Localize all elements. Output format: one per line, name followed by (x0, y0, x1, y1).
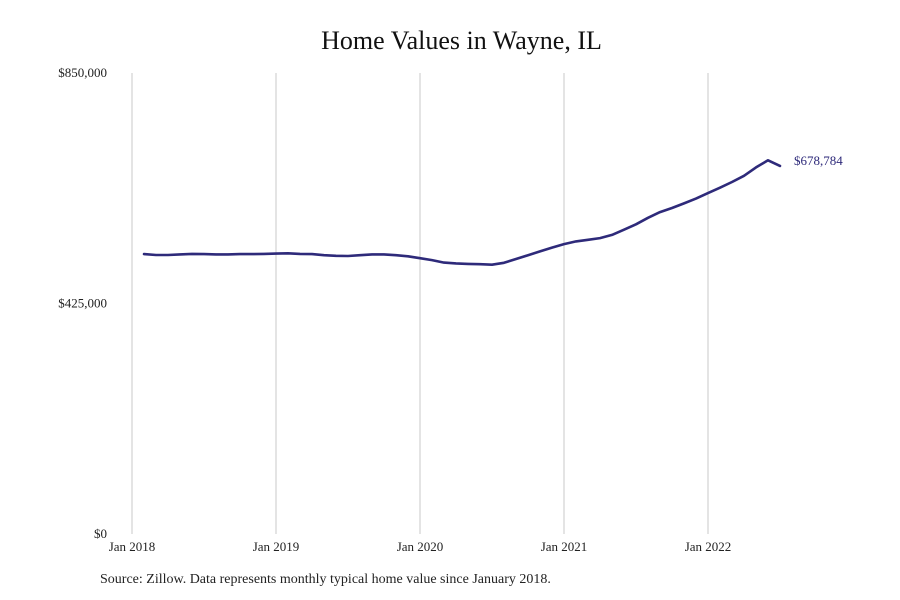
x-axis-ticks: Jan 2018 Jan 2019 Jan 2020 Jan 2021 Jan 2022 (109, 539, 732, 554)
last-value-label: $678,784 (794, 153, 843, 168)
y-tick-label: $850,000 (58, 65, 107, 80)
home-value-line (142, 159, 782, 266)
y-axis-ticks: $0 $425,000 $850,000 (58, 65, 107, 541)
source-note: Source: Zillow. Data represents monthly … (100, 572, 551, 587)
x-tick-label: Jan 2020 (397, 539, 444, 554)
x-tick-label: Jan 2019 (253, 539, 300, 554)
chart-title: Home Values in Wayne, IL (321, 26, 602, 55)
vertical-gridlines (131, 73, 709, 534)
y-tick-label: $0 (94, 526, 107, 541)
y-tick-label: $425,000 (58, 296, 107, 311)
x-tick-label: Jan 2022 (685, 539, 732, 554)
x-tick-label: Jan 2018 (109, 539, 156, 554)
x-tick-label: Jan 2021 (541, 539, 588, 554)
